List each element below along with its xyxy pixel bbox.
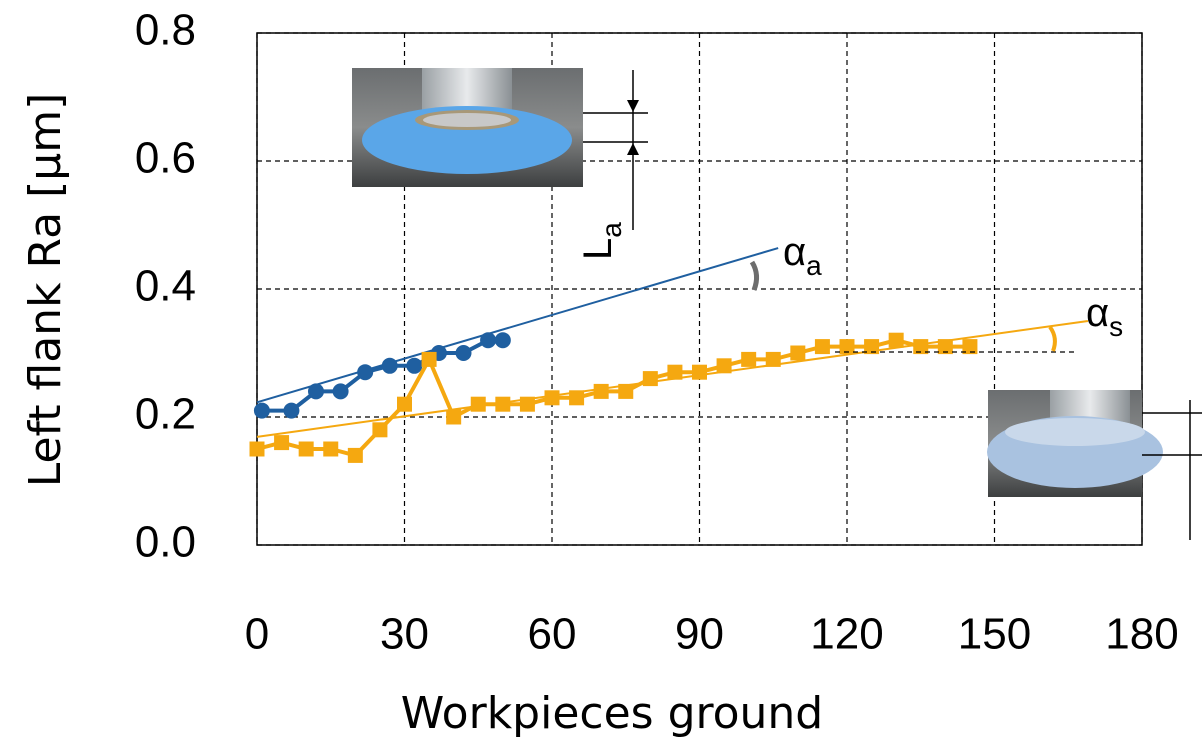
- x-tick-label: 90: [675, 610, 724, 659]
- data-point: [495, 397, 510, 412]
- x-tick-label: 60: [528, 610, 577, 659]
- data-point: [692, 365, 707, 380]
- annotation-subscript: a: [806, 250, 822, 281]
- data-point: [667, 365, 682, 380]
- y-axis-title: Left flank Ra [µm]: [20, 93, 71, 488]
- data-point: [382, 358, 398, 374]
- x-axis-title: Workpieces ground: [401, 688, 824, 739]
- data-point: [717, 358, 732, 373]
- data-point: [283, 403, 299, 419]
- data-point: [397, 397, 412, 412]
- data-point: [250, 442, 265, 457]
- series-line: [257, 340, 970, 455]
- photo-right: [987, 390, 1202, 540]
- annotation: La: [576, 222, 628, 260]
- data-point: [274, 435, 289, 450]
- annotation: αs: [1086, 291, 1123, 343]
- data-point: [446, 410, 461, 425]
- data-point: [520, 397, 535, 412]
- data-point: [299, 442, 314, 457]
- annotation-subscript: a: [596, 222, 627, 238]
- data-point: [422, 352, 437, 367]
- data-point: [790, 346, 805, 361]
- data-point: [323, 442, 338, 457]
- x-tick-label: 0: [245, 610, 269, 659]
- data-point: [372, 422, 387, 437]
- y-tick-label: 0.0: [135, 518, 196, 567]
- data-point: [766, 352, 781, 367]
- data-point: [569, 390, 584, 405]
- data-point: [889, 333, 904, 348]
- data-point: [618, 384, 633, 399]
- data-point: [406, 358, 422, 374]
- x-tick-label: 30: [380, 610, 429, 659]
- y-tick-label: 0.8: [135, 6, 196, 55]
- data-point: [333, 383, 349, 399]
- chart: αa αs La Workpieces ground Left flank Ra…: [0, 0, 1202, 749]
- x-tick-label: 150: [958, 610, 1031, 659]
- y-tick-label: 0.4: [135, 262, 196, 311]
- data-point: [545, 390, 560, 405]
- x-tick-label: 180: [1105, 610, 1178, 659]
- annotation: αa: [783, 230, 822, 282]
- data-point: [495, 332, 511, 348]
- data-point: [254, 403, 270, 419]
- data-point: [308, 383, 324, 399]
- data-point: [456, 345, 472, 361]
- data-point: [480, 332, 496, 348]
- annotation-symbol: α: [783, 230, 806, 274]
- annotation-subscript: s: [1109, 311, 1123, 342]
- y-tick-label: 0.6: [135, 134, 196, 183]
- data-point: [594, 384, 609, 399]
- marks: [250, 248, 1088, 463]
- data-point: [471, 397, 486, 412]
- angle-arc: [1050, 327, 1055, 351]
- annotation-symbol: α: [1086, 291, 1109, 335]
- x-tick-label: 120: [810, 610, 883, 659]
- data-point: [643, 371, 658, 386]
- data-point: [348, 448, 363, 463]
- data-point: [357, 364, 373, 380]
- angle-arc: [752, 262, 757, 290]
- y-tick-label: 0.2: [135, 390, 196, 439]
- data-point: [741, 352, 756, 367]
- annotation-symbol: L: [576, 238, 620, 260]
- data-point: [815, 339, 830, 354]
- photo-top: [352, 68, 648, 230]
